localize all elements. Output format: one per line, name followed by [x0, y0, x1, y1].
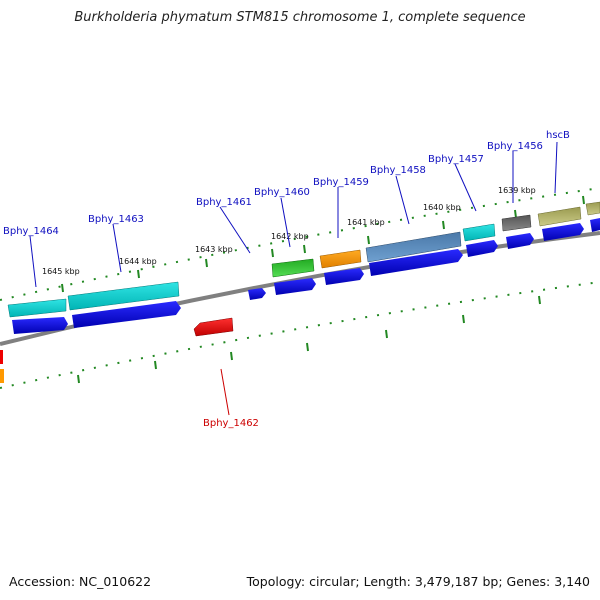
feature-bphy-1463-outer[interactable] [67, 281, 180, 311]
cds-arrow-1458[interactable] [369, 249, 463, 276]
scale-label-1640: 1640 kbp [423, 203, 461, 212]
feature-bphy-1460-outer[interactable] [271, 258, 315, 278]
leader-bphy-1463 [112, 223, 122, 273]
outer-scale-dots [0, 187, 600, 301]
leader-bphy-1458 [395, 175, 410, 225]
feature-bphy-1458-outer[interactable] [365, 231, 462, 263]
cds-arrow-1456[interactable] [506, 233, 534, 249]
cds-arrow-1457[interactable] [466, 240, 498, 257]
leader-bphy-1461 [219, 206, 251, 254]
gene-label-bphy-1464[interactable]: Bphy_1464 [3, 226, 59, 237]
gene-label-bphy-1457[interactable]: Bphy_1457 [428, 154, 484, 165]
gene-label-bphy-1462[interactable]: Bphy_1462 [203, 418, 259, 429]
feature-bphy-1464-outer[interactable] [7, 298, 67, 318]
accession-label: Accession: NC_010622 [9, 574, 152, 589]
cds-arrow-1463[interactable] [72, 301, 181, 328]
scale-label-1645: 1645 kbp [42, 267, 80, 276]
inner-scale-dots [0, 281, 600, 389]
major-ticks-lower [77, 295, 541, 384]
scale-label-1644: 1644 kbp [119, 257, 157, 266]
leader-bphy-1464 [29, 235, 37, 288]
scale-label-1639: 1639 kbp [498, 186, 536, 195]
cds-arrow-1460[interactable] [274, 278, 316, 295]
feature-bphy-1456-outer[interactable] [501, 214, 532, 232]
gene-label-bphy-1460[interactable]: Bphy_1460 [254, 187, 310, 198]
cds-arrows [12, 218, 600, 334]
map-title: Burkholderia phymatum STM815 chromosome … [74, 10, 526, 25]
cds-arrow-edge[interactable] [590, 218, 600, 232]
leader-bphy-1457 [454, 163, 477, 212]
scale-label-1642: 1642 kbp [271, 232, 309, 241]
feature-edge-outer[interactable] [585, 201, 600, 216]
gene-label-bphy-1461[interactable]: Bphy_1461 [196, 197, 252, 208]
gene-label-bphy-1459[interactable]: Bphy_1459 [313, 177, 369, 188]
scale-label-1643: 1643 kbp [195, 245, 233, 254]
cds-arrow-1461[interactable] [248, 288, 266, 300]
sequence-summary: Topology: circular; Length: 3,479,187 bp… [246, 574, 590, 589]
feature-left-edge-orange[interactable] [0, 369, 4, 383]
leader-bphy-1462 [220, 368, 230, 416]
gene-label-bphy-1458[interactable]: Bphy_1458 [370, 165, 426, 176]
gene-label-hscb[interactable]: hscB [546, 130, 570, 141]
feature-bphy-1457-outer[interactable] [462, 223, 496, 242]
major-ticks-upper [61, 195, 585, 293]
cds-arrow-hscb[interactable] [542, 223, 584, 241]
leader-hscb [554, 141, 558, 194]
gene-label-bphy-1463[interactable]: Bphy_1463 [88, 214, 144, 225]
cds-arrow-1459[interactable] [324, 268, 364, 285]
cds-arrow-1464[interactable] [12, 317, 68, 334]
leader-bphy-1460 [280, 197, 291, 248]
feature-bphy-1462[interactable] [193, 317, 234, 337]
gene-label-bphy-1456[interactable]: Bphy_1456 [487, 141, 543, 152]
feature-bphy-1459-outer[interactable] [319, 249, 362, 269]
feature-hscb-outer[interactable] [537, 206, 582, 227]
feature-left-edge-red[interactable] [0, 350, 3, 364]
scale-label-1641: 1641 kbp [347, 218, 385, 227]
